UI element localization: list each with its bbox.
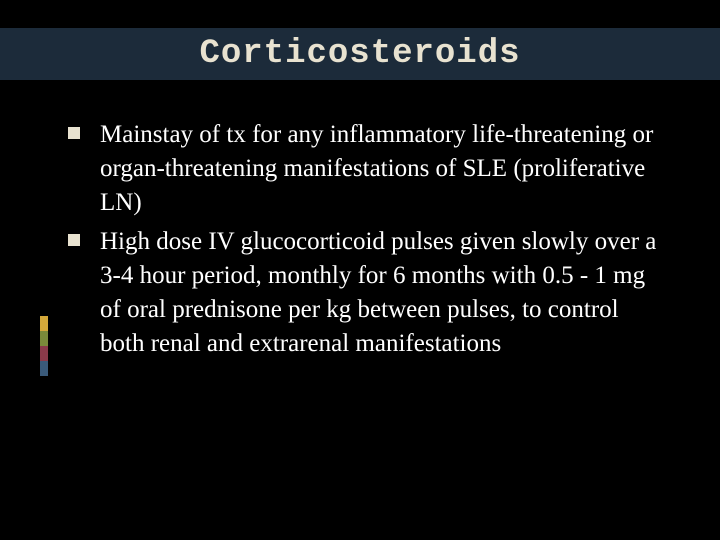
- bullet-marker-icon: [68, 127, 80, 139]
- header-region: Corticosteroids: [0, 0, 720, 92]
- slide-title: Corticosteroids: [199, 35, 520, 73]
- accent-stripe-2: [40, 331, 48, 346]
- bullet-text: High dose IV glucocorticoid pulses given…: [100, 225, 660, 360]
- list-item: Mainstay of tx for any inflammatory life…: [68, 118, 660, 219]
- title-band: Corticosteroids: [0, 28, 720, 80]
- accent-stripe-1: [40, 316, 48, 331]
- accent-stripe-4: [40, 361, 48, 376]
- bullet-list: Mainstay of tx for any inflammatory life…: [68, 118, 660, 360]
- list-item: High dose IV glucocorticoid pulses given…: [68, 225, 660, 360]
- accent-stripe-3: [40, 346, 48, 361]
- bullet-marker-icon: [68, 234, 80, 246]
- bullet-text: Mainstay of tx for any inflammatory life…: [100, 118, 660, 219]
- side-accent-stripes: [40, 316, 48, 376]
- content-area: Mainstay of tx for any inflammatory life…: [68, 118, 660, 366]
